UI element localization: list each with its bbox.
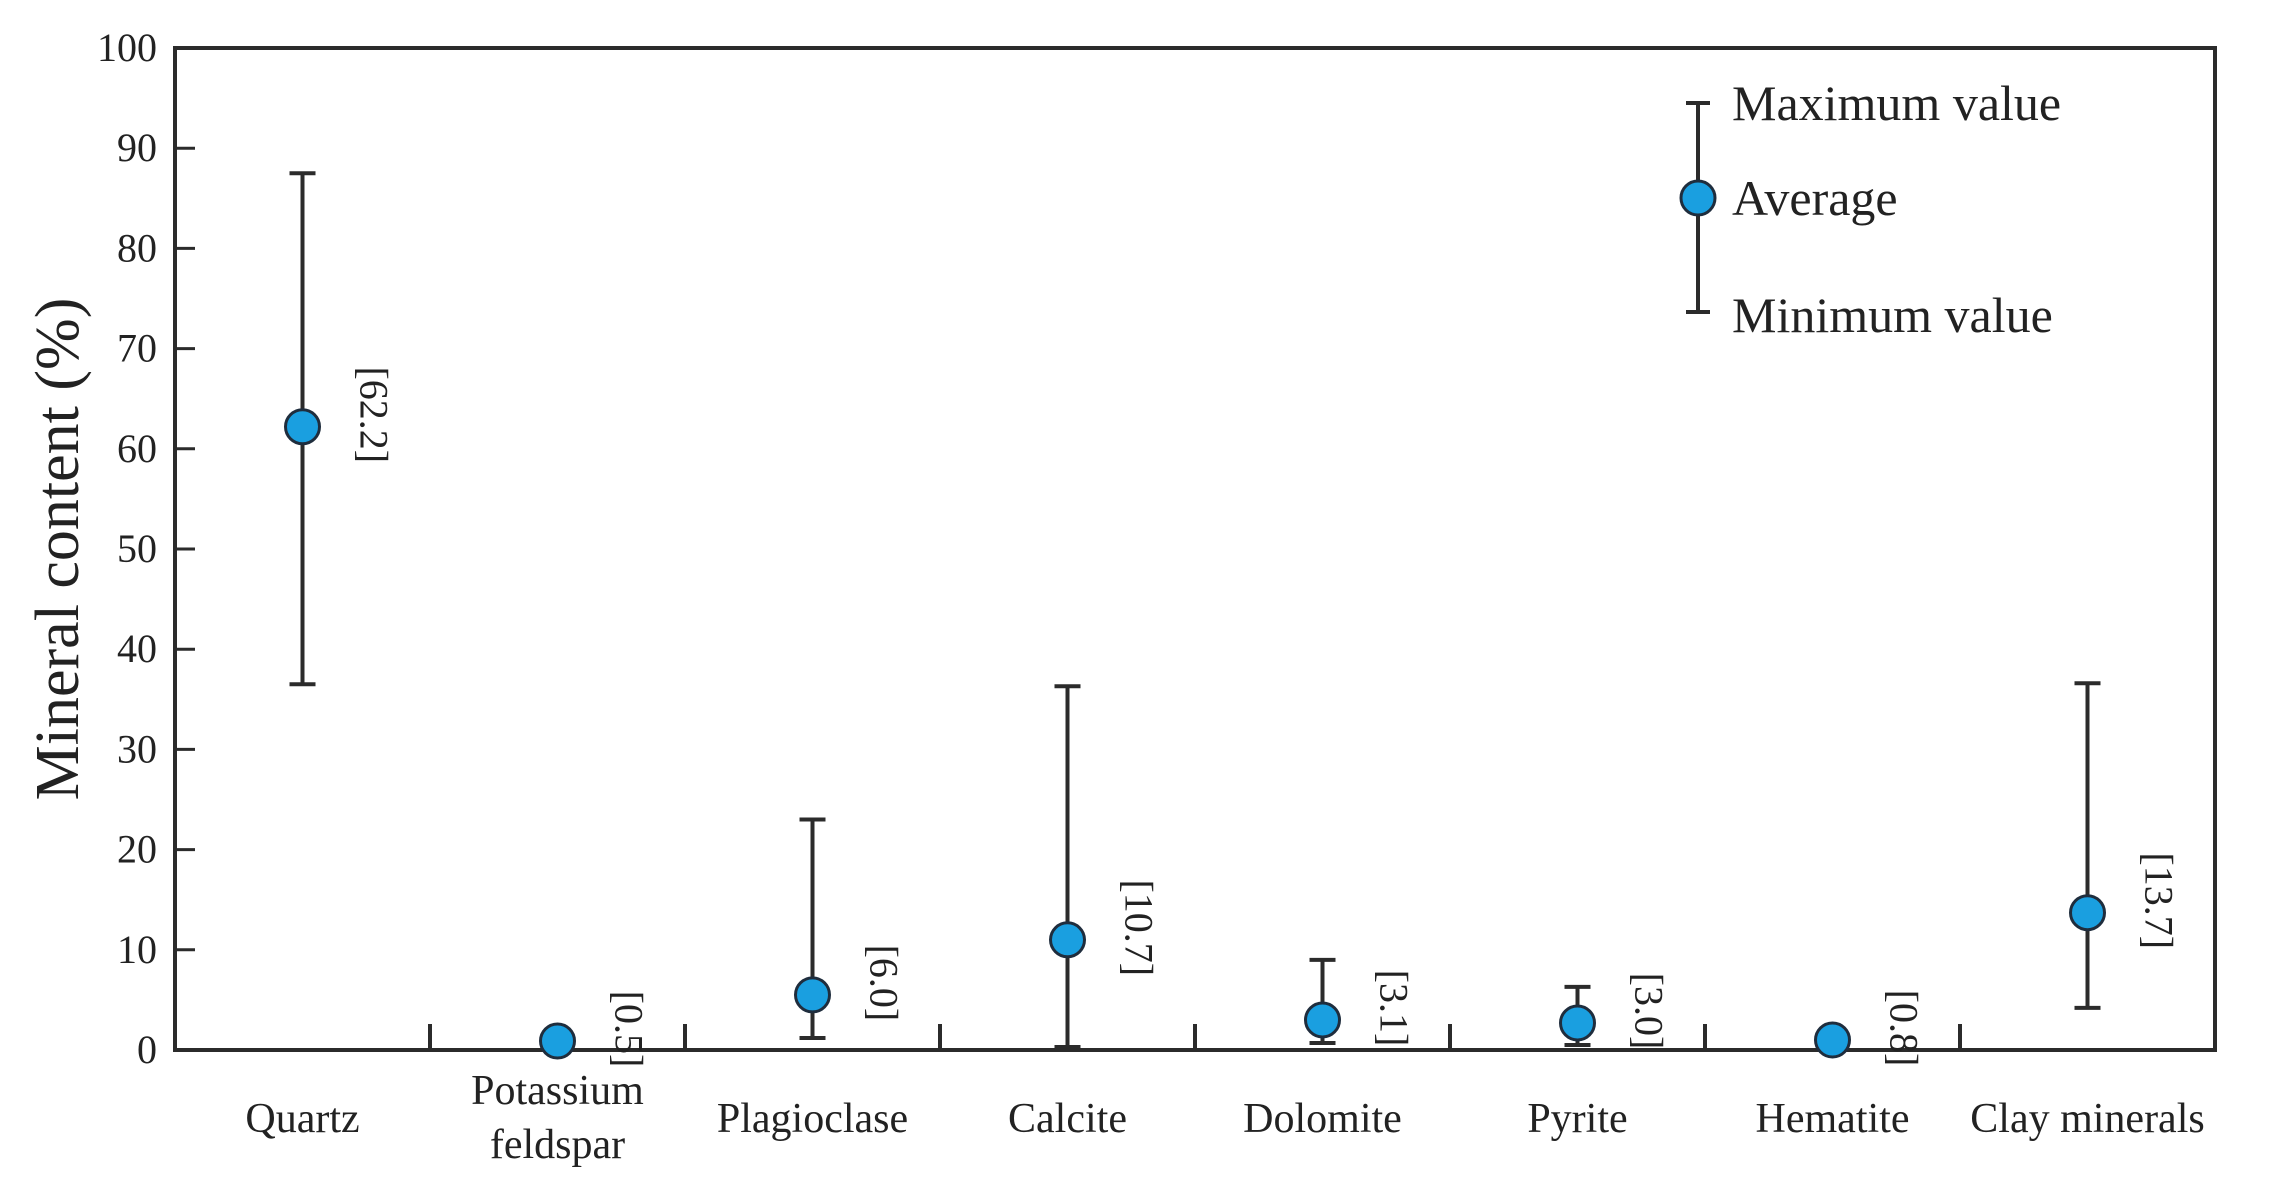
x-category-label-dolomite: Dolomite: [1243, 1096, 1402, 1142]
plagioclase-average-marker: [794, 976, 831, 1014]
clay-minerals-value-label: [13.7]: [2137, 852, 2182, 949]
legend-min-label: Minimum value: [1732, 287, 2053, 343]
plagioclase-value-label: [6.0]: [862, 945, 907, 1022]
y-tick-label-90: 90: [117, 125, 157, 170]
x-category-label-calcite: Calcite: [1008, 1096, 1127, 1142]
hematite-average-marker: [1814, 1021, 1851, 1059]
x-category-label-quartz: Quartz: [245, 1096, 359, 1142]
data-series: [62.2] [0.5] [6.0] [10.7] [3.1] [3.0] [0.8] [13…: [284, 171, 2182, 1068]
x-category-label-potassium-feldspar: feldspar: [490, 1122, 625, 1168]
y-tick-label-50: 50: [117, 526, 157, 571]
quartz-average-marker: [284, 408, 321, 446]
potassium-feldspar-value-label: [0.5]: [607, 991, 652, 1068]
x-category-label-pyrite: Pyrite: [1527, 1096, 1627, 1142]
legend-max-label: Maximum value: [1732, 75, 2061, 131]
calcite-average-marker: [1049, 921, 1086, 959]
pyrite-value-label: [3.0]: [1627, 973, 1672, 1050]
calcite-value-label: [10.7]: [1117, 879, 1162, 976]
quartz-value-label: [62.2]: [352, 366, 397, 463]
x-category-label-clay-minerals: Clay minerals: [1970, 1096, 2204, 1142]
dolomite-value-label: [3.1]: [1372, 970, 1417, 1047]
y-tick-label-80: 80: [117, 225, 157, 270]
legend-average-label: Average: [1732, 170, 1898, 226]
legend: Maximum value Average Minimum value: [1679, 75, 2061, 343]
y-tick-label-40: 40: [117, 626, 157, 671]
x-category-label-plagioclase: Plagioclase: [717, 1096, 908, 1142]
y-tick-label-60: 60: [117, 426, 157, 471]
y-tick-label-30: 30: [117, 726, 157, 771]
x-category-label-potassium-feldspar: Potassium: [471, 1068, 644, 1114]
pyrite-average-marker: [1559, 1004, 1596, 1042]
y-tick-label-100: 100: [97, 25, 157, 70]
legend-average-marker: [1679, 179, 1717, 217]
y-axis-title: Mineral content (%): [24, 298, 92, 801]
y-tick-label-10: 10: [117, 927, 157, 972]
axes: 0 10 20 30 40 50 60 70 80 90 100 Mineral content (%…: [24, 25, 2217, 1168]
plot-frame: [173, 46, 2217, 1052]
dolomite-average-marker: [1304, 1001, 1341, 1039]
hematite-value-label: [0.8]: [1882, 990, 1927, 1067]
x-category-label-hematite: Hematite: [1756, 1096, 1910, 1142]
y-tick-label-20: 20: [117, 827, 157, 872]
clay-minerals-average-marker: [2069, 894, 2106, 932]
y-tick-label-70: 70: [117, 326, 157, 371]
y-tick-label-0: 0: [137, 1027, 157, 1072]
potassium-feldspar-average-marker: [539, 1022, 576, 1060]
